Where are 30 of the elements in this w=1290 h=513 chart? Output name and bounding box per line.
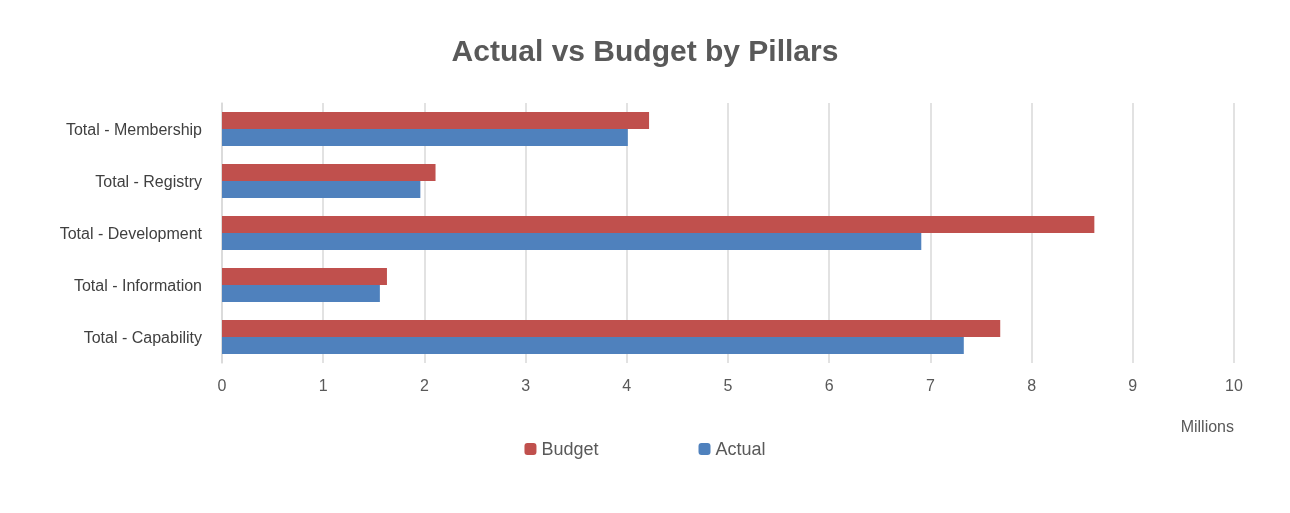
x-tick-label: 3 [521, 376, 531, 394]
x-tick-label: 4 [622, 376, 632, 394]
bar [222, 268, 387, 285]
y-tick-label: Total - Capability [83, 328, 202, 346]
x-tick-label: 7 [925, 376, 935, 394]
y-tick-label: Total - Information [73, 276, 202, 294]
bar [222, 216, 1095, 233]
bar [222, 164, 436, 181]
legend-label: Actual [715, 439, 766, 459]
x-tick-label: 10 [1225, 376, 1243, 394]
x-tick-label: 5 [723, 376, 733, 394]
bar [222, 112, 650, 129]
x-tick-label: 0 [217, 376, 227, 394]
bar [222, 337, 964, 354]
x-tick-label: 8 [1027, 376, 1037, 394]
bar [222, 129, 628, 146]
y-tick-label: Total - Membership [65, 120, 203, 138]
legend-label: Budget [541, 439, 599, 459]
chart-title: Actual vs Budget by Pillars [451, 33, 839, 67]
x-axis-title: Millions [1180, 417, 1234, 435]
bar [222, 233, 922, 250]
x-tick-label: 9 [1128, 376, 1138, 394]
bar [222, 181, 421, 198]
y-tick-label: Total - Registry [95, 172, 202, 190]
y-tick-label: Total - Development [59, 224, 203, 242]
bar [222, 320, 1001, 337]
x-tick-label: 1 [318, 376, 328, 394]
x-tick-label: 2 [419, 376, 429, 394]
bar [222, 285, 380, 302]
x-tick-label: 6 [824, 376, 834, 394]
